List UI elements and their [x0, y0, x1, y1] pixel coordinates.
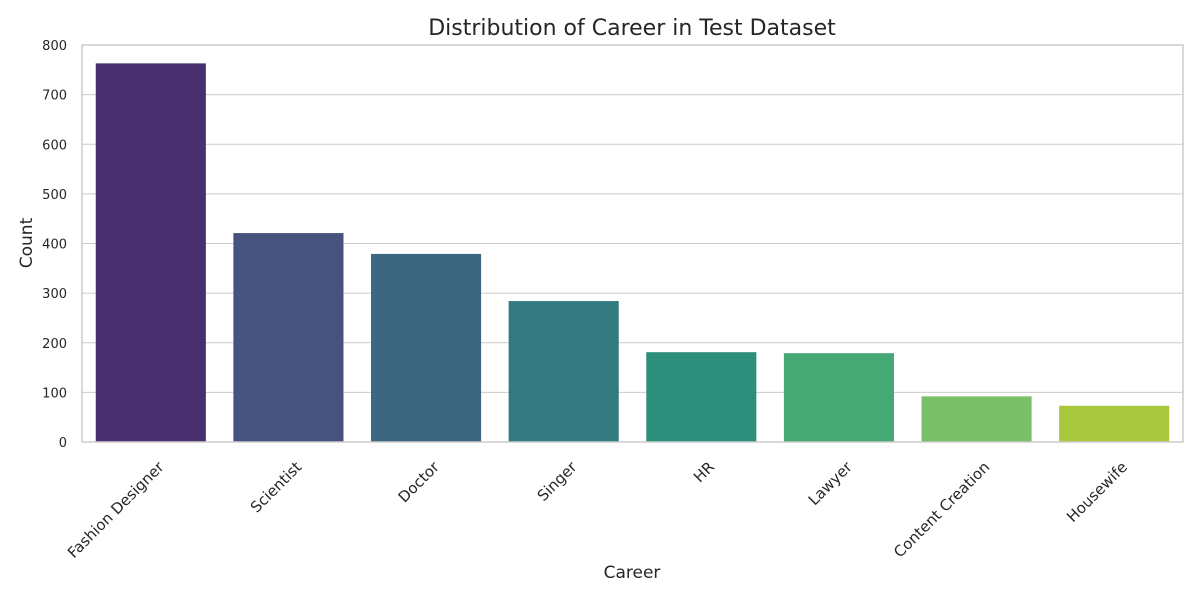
- y-axis-label: Count: [17, 217, 37, 268]
- x-tick-label: Singer: [534, 457, 581, 504]
- y-tick-label: 600: [42, 138, 67, 153]
- x-tick-label: Fashion Designer: [64, 457, 168, 561]
- x-tick-label: Housewife: [1063, 458, 1131, 526]
- y-tick-label: 800: [42, 39, 67, 54]
- plot-frame: [81, 44, 1184, 443]
- x-tick-label: Scientist: [247, 458, 305, 516]
- bar-hr: [646, 352, 757, 442]
- bars-layer: [95, 63, 1170, 443]
- y-tick-label: 400: [42, 238, 67, 253]
- bar-fashion-designer: [95, 63, 206, 443]
- x-tick-label: Lawyer: [805, 457, 857, 509]
- x-axis-ticks: Fashion Designer Scientist Doctor Singer HR L…: [64, 457, 1131, 561]
- bar-scientist: [233, 233, 344, 442]
- y-tick-label: 700: [42, 89, 67, 104]
- y-tick-label: 100: [42, 386, 67, 401]
- x-tick-label: Doctor: [395, 457, 444, 506]
- x-tick-label: HR: [690, 458, 718, 486]
- bar-housewife: [1059, 405, 1170, 442]
- x-tick-label: Content Creation: [890, 458, 993, 561]
- bar-singer: [508, 301, 619, 442]
- y-tick-label: 300: [42, 287, 67, 302]
- bar-doctor: [371, 253, 482, 442]
- y-tick-label: 200: [42, 337, 67, 352]
- y-tick-label: 500: [42, 188, 67, 203]
- bar-lawyer: [783, 353, 894, 442]
- y-tick-label: 0: [59, 436, 67, 451]
- y-axis-ticks: 0 100 200 300 400 500 600 700 800: [42, 39, 67, 451]
- bar-content-creation: [921, 396, 1032, 442]
- chart-title: Distribution of Career in Test Dataset: [428, 16, 836, 41]
- x-axis-label: Career: [604, 563, 661, 583]
